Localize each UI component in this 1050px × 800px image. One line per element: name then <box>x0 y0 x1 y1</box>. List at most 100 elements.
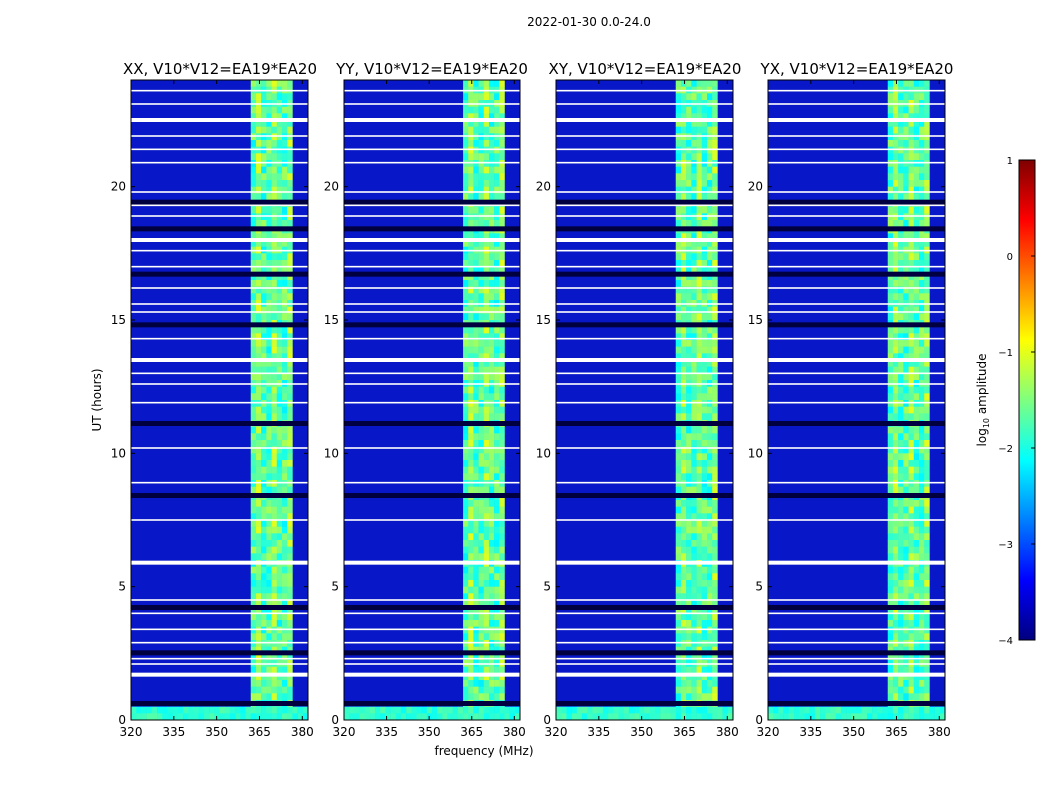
heatmap-cell <box>691 93 697 101</box>
heatmap-cell <box>473 626 479 634</box>
heatmap-cell <box>473 466 479 474</box>
dark-flag-band <box>344 605 520 610</box>
heatmap-cell <box>924 326 930 334</box>
heatmap-cell <box>478 220 485 227</box>
heatmap-cell <box>483 546 490 554</box>
heatmap-cell <box>712 166 718 174</box>
heatmap-cell <box>696 340 703 347</box>
heatmap-cell <box>499 166 505 174</box>
heatmap-cell <box>281 666 288 674</box>
heatmap-cell <box>499 633 505 641</box>
white-gap-line <box>131 118 308 122</box>
heatmap-cell <box>680 280 687 287</box>
colorbar-tick-label: −3 <box>998 540 1013 551</box>
heatmap-cell <box>255 193 262 201</box>
heatmap-cell <box>898 373 904 381</box>
white-gap-line <box>556 238 733 242</box>
heatmap-cell <box>266 306 272 314</box>
heatmap-cell <box>494 586 500 594</box>
heatmap-cell <box>261 266 267 274</box>
heatmap-cell <box>261 93 267 101</box>
heatmap-cell <box>250 653 257 661</box>
heatmap-cell <box>255 566 262 574</box>
heatmap-cell <box>281 653 288 661</box>
heatmap-cell <box>706 206 713 214</box>
dark-flag-band <box>768 226 945 232</box>
heatmap-cell <box>463 386 469 394</box>
heatmap-cell <box>903 706 909 714</box>
heatmap-cell <box>473 446 479 454</box>
heatmap-cell <box>463 153 469 161</box>
heatmap-cell <box>712 526 718 534</box>
heatmap-cell <box>706 693 713 701</box>
heatmap-cell <box>494 446 500 454</box>
heatmap-cell <box>281 413 288 421</box>
heatmap-cell <box>898 453 904 461</box>
heatmap-cell <box>219 713 226 721</box>
heatmap-cell <box>261 146 267 154</box>
heatmap-cell <box>483 186 490 194</box>
heatmap-cell <box>483 406 490 414</box>
heatmap-cell <box>463 266 469 274</box>
heatmap-cell <box>271 360 278 367</box>
heatmap-cell <box>913 413 920 421</box>
heatmap-cell <box>686 613 692 621</box>
heatmap-cell <box>706 606 713 614</box>
heatmap-cell <box>287 473 293 481</box>
heatmap-cell <box>494 140 500 147</box>
heatmap-cell <box>918 400 925 407</box>
heatmap-cell <box>473 186 479 194</box>
white-gap-line <box>768 612 945 615</box>
heatmap-cell <box>924 580 930 587</box>
heatmap-cell <box>499 220 505 227</box>
heatmap-cell <box>473 193 479 201</box>
heatmap-cell <box>250 153 257 161</box>
heatmap-cell <box>924 260 930 267</box>
heatmap-cell <box>924 533 930 541</box>
heatmap-cell <box>483 313 490 321</box>
heatmap-cell <box>463 566 469 574</box>
heatmap-cell <box>483 233 490 241</box>
dark-flag-band <box>556 605 733 610</box>
heatmap-cell <box>887 486 894 494</box>
heatmap-cell <box>354 713 360 721</box>
heatmap-cell <box>483 600 490 607</box>
heatmap-cell <box>924 353 930 361</box>
heatmap-cell <box>494 120 500 127</box>
heatmap-cell <box>494 260 500 267</box>
heatmap-cell <box>691 546 697 554</box>
heatmap-cell <box>463 346 469 354</box>
heatmap-cell <box>473 220 479 227</box>
heatmap-cell <box>696 166 703 174</box>
white-gap-line <box>131 383 308 385</box>
heatmap-cell <box>892 613 899 621</box>
heatmap-cell <box>271 486 278 494</box>
heatmap-cell <box>691 453 697 461</box>
heatmap-cell <box>488 393 495 401</box>
heatmap-cell <box>913 80 920 87</box>
heatmap-cell <box>691 260 697 267</box>
heatmap-cell <box>203 713 210 721</box>
heatmap-cell <box>483 460 490 467</box>
heatmap-cell <box>261 580 267 587</box>
heatmap-cell <box>887 213 894 221</box>
heatmap-cell <box>281 186 288 194</box>
heatmap-cell <box>566 713 572 721</box>
heatmap-cell <box>266 186 272 194</box>
heatmap-cell <box>281 620 288 627</box>
heatmap-cell <box>686 546 692 554</box>
heatmap-cell <box>473 500 479 507</box>
heatmap-cell <box>287 360 293 367</box>
heatmap-cell <box>696 633 703 641</box>
heatmap-cell <box>390 713 397 721</box>
heatmap-cell <box>271 80 278 87</box>
heatmap-cell <box>691 426 697 434</box>
heatmap-cell <box>266 580 272 587</box>
heatmap-cell <box>287 140 293 147</box>
heatmap-cell <box>276 113 283 121</box>
heatmap-cell <box>892 500 899 507</box>
heatmap-cell <box>261 466 267 474</box>
heatmap-cell <box>898 553 904 561</box>
heatmap-cell <box>913 466 920 474</box>
heatmap-cell <box>437 706 443 714</box>
